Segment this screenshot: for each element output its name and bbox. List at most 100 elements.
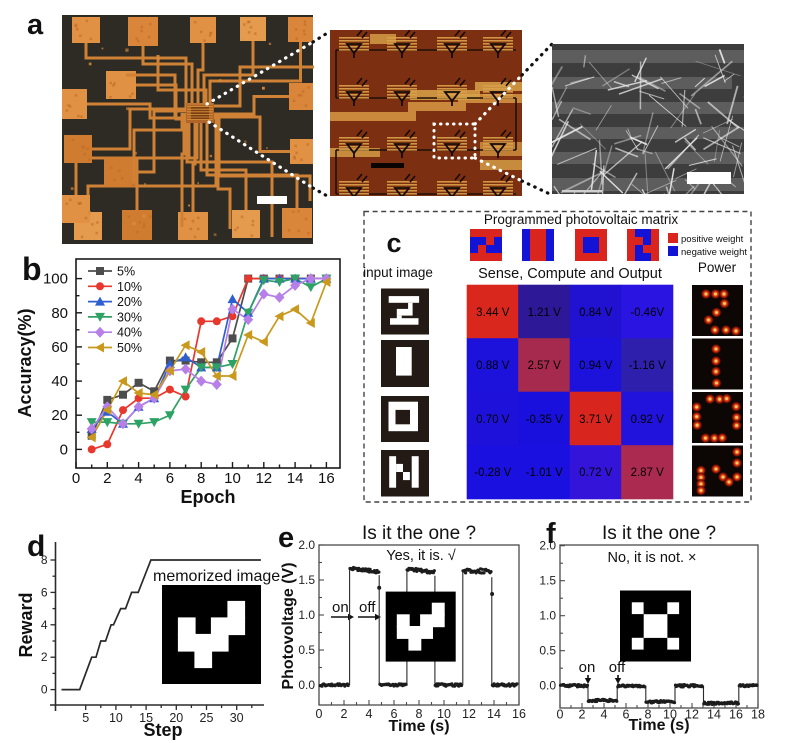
svg-text:12: 12 [685, 708, 699, 722]
svg-text:-0.46V: -0.46V [630, 307, 664, 319]
svg-text:No, it is not. ×: No, it is not. × [607, 550, 696, 566]
svg-text:1.5: 1.5 [539, 574, 556, 588]
svg-text:25: 25 [200, 711, 214, 725]
svg-text:2.0: 2.0 [539, 539, 556, 553]
svg-text:8: 8 [645, 708, 652, 722]
svg-text:on: on [579, 659, 596, 676]
svg-text:-1.01 V: -1.01 V [526, 467, 563, 479]
svg-text:6: 6 [166, 470, 174, 487]
svg-text:16: 16 [729, 708, 743, 722]
svg-text:1.0: 1.0 [539, 609, 556, 623]
svg-text:-1.16 V: -1.16 V [629, 360, 666, 372]
svg-text:Yes, it is. √: Yes, it is. √ [386, 548, 456, 564]
svg-text:12: 12 [255, 470, 272, 487]
svg-text:30: 30 [230, 711, 244, 725]
svg-text:15: 15 [139, 711, 153, 725]
svg-text:0.0: 0.0 [539, 679, 556, 693]
svg-text:Reward: Reward [16, 592, 36, 657]
svg-text:14: 14 [487, 707, 501, 721]
svg-text:1.21 V: 1.21 V [528, 307, 562, 319]
svg-text:14: 14 [707, 708, 721, 722]
svg-text:2: 2 [341, 707, 348, 721]
svg-text:1.5: 1.5 [298, 573, 315, 587]
svg-text:100: 100 [43, 271, 68, 288]
svg-text:8: 8 [197, 470, 205, 487]
svg-text:5%: 5% [117, 265, 135, 279]
svg-text:10: 10 [109, 711, 123, 725]
svg-text:off: off [359, 599, 376, 616]
svg-text:2: 2 [103, 470, 111, 487]
svg-text:Sense, Compute and Output: Sense, Compute and Output [478, 266, 662, 282]
svg-text:1.0: 1.0 [298, 608, 315, 622]
svg-text:10: 10 [663, 708, 677, 722]
svg-text:80: 80 [51, 305, 68, 322]
svg-text:0: 0 [41, 683, 48, 697]
svg-text:Is it the one ?: Is it the one ? [602, 523, 716, 544]
svg-text:14: 14 [287, 470, 304, 487]
svg-text:memorized image: memorized image [153, 568, 280, 585]
svg-text:0: 0 [316, 707, 323, 721]
svg-text:on: on [332, 599, 349, 616]
svg-text:0.84 V: 0.84 V [579, 307, 613, 319]
svg-text:10: 10 [224, 470, 241, 487]
svg-text:4: 4 [134, 470, 142, 487]
svg-text:8: 8 [416, 707, 423, 721]
svg-text:4: 4 [366, 707, 373, 721]
svg-text:c: c [386, 228, 401, 258]
svg-text:positive weight: positive weight [681, 234, 744, 245]
svg-text:10%: 10% [117, 280, 142, 294]
svg-text:0.92 V: 0.92 V [631, 414, 665, 426]
svg-text:5: 5 [82, 711, 89, 725]
svg-text:0: 0 [557, 708, 564, 722]
svg-text:3.71 V: 3.71 V [579, 414, 613, 426]
svg-text:Programmed photovoltaic matrix: Programmed photovoltaic matrix [484, 212, 679, 227]
svg-text:10: 10 [437, 707, 451, 721]
svg-text:0: 0 [60, 441, 68, 458]
svg-text:0.5: 0.5 [539, 644, 556, 658]
svg-text:16: 16 [512, 707, 526, 721]
svg-text:6: 6 [623, 708, 630, 722]
svg-text:Step: Step [143, 720, 182, 740]
svg-text:12: 12 [462, 707, 476, 721]
svg-text:0.72 V: 0.72 V [579, 467, 613, 479]
svg-text:a: a [27, 9, 44, 41]
svg-text:negative weight: negative weight [681, 247, 747, 258]
svg-text:2.87 V: 2.87 V [631, 467, 665, 479]
svg-text:-0.35 V: -0.35 V [526, 414, 563, 426]
svg-text:2: 2 [579, 708, 586, 722]
svg-text:Time (s): Time (s) [388, 718, 449, 735]
svg-text:4: 4 [601, 708, 608, 722]
svg-text:4: 4 [41, 618, 48, 632]
svg-text:30%: 30% [117, 310, 142, 324]
svg-text:-0.28 V: -0.28 V [474, 467, 511, 479]
svg-text:2: 2 [41, 650, 48, 664]
svg-text:50%: 50% [117, 341, 142, 355]
svg-text:0: 0 [72, 470, 80, 487]
svg-text:input image: input image [363, 265, 433, 280]
svg-text:40: 40 [51, 373, 68, 390]
svg-text:6: 6 [41, 585, 48, 599]
svg-text:off: off [609, 659, 626, 676]
svg-text:8: 8 [41, 553, 48, 567]
svg-text:60: 60 [51, 339, 68, 356]
svg-text:2.0: 2.0 [298, 538, 315, 552]
svg-text:3.44 V: 3.44 V [476, 307, 510, 319]
svg-text:d: d [27, 530, 45, 563]
svg-text:20: 20 [51, 407, 68, 424]
svg-text:20%: 20% [117, 295, 142, 309]
svg-text:Time (s): Time (s) [628, 717, 689, 734]
svg-text:b: b [22, 251, 42, 287]
svg-text:f: f [546, 518, 556, 550]
svg-text:Accuracy(%): Accuracy(%) [15, 308, 35, 417]
svg-text:20: 20 [169, 711, 183, 725]
svg-text:Power: Power [698, 260, 737, 275]
svg-text:Photovoltage (V): Photovoltage (V) [280, 562, 297, 689]
svg-text:Epoch: Epoch [180, 487, 235, 507]
svg-text:40%: 40% [117, 326, 142, 340]
svg-text:0.0: 0.0 [298, 678, 315, 692]
svg-text:Is it the one ?: Is it the one ? [362, 523, 476, 544]
svg-text:6: 6 [391, 707, 398, 721]
svg-text:0.70 V: 0.70 V [476, 414, 510, 426]
svg-text:18: 18 [751, 708, 765, 722]
svg-text:0.88 V: 0.88 V [476, 360, 510, 372]
